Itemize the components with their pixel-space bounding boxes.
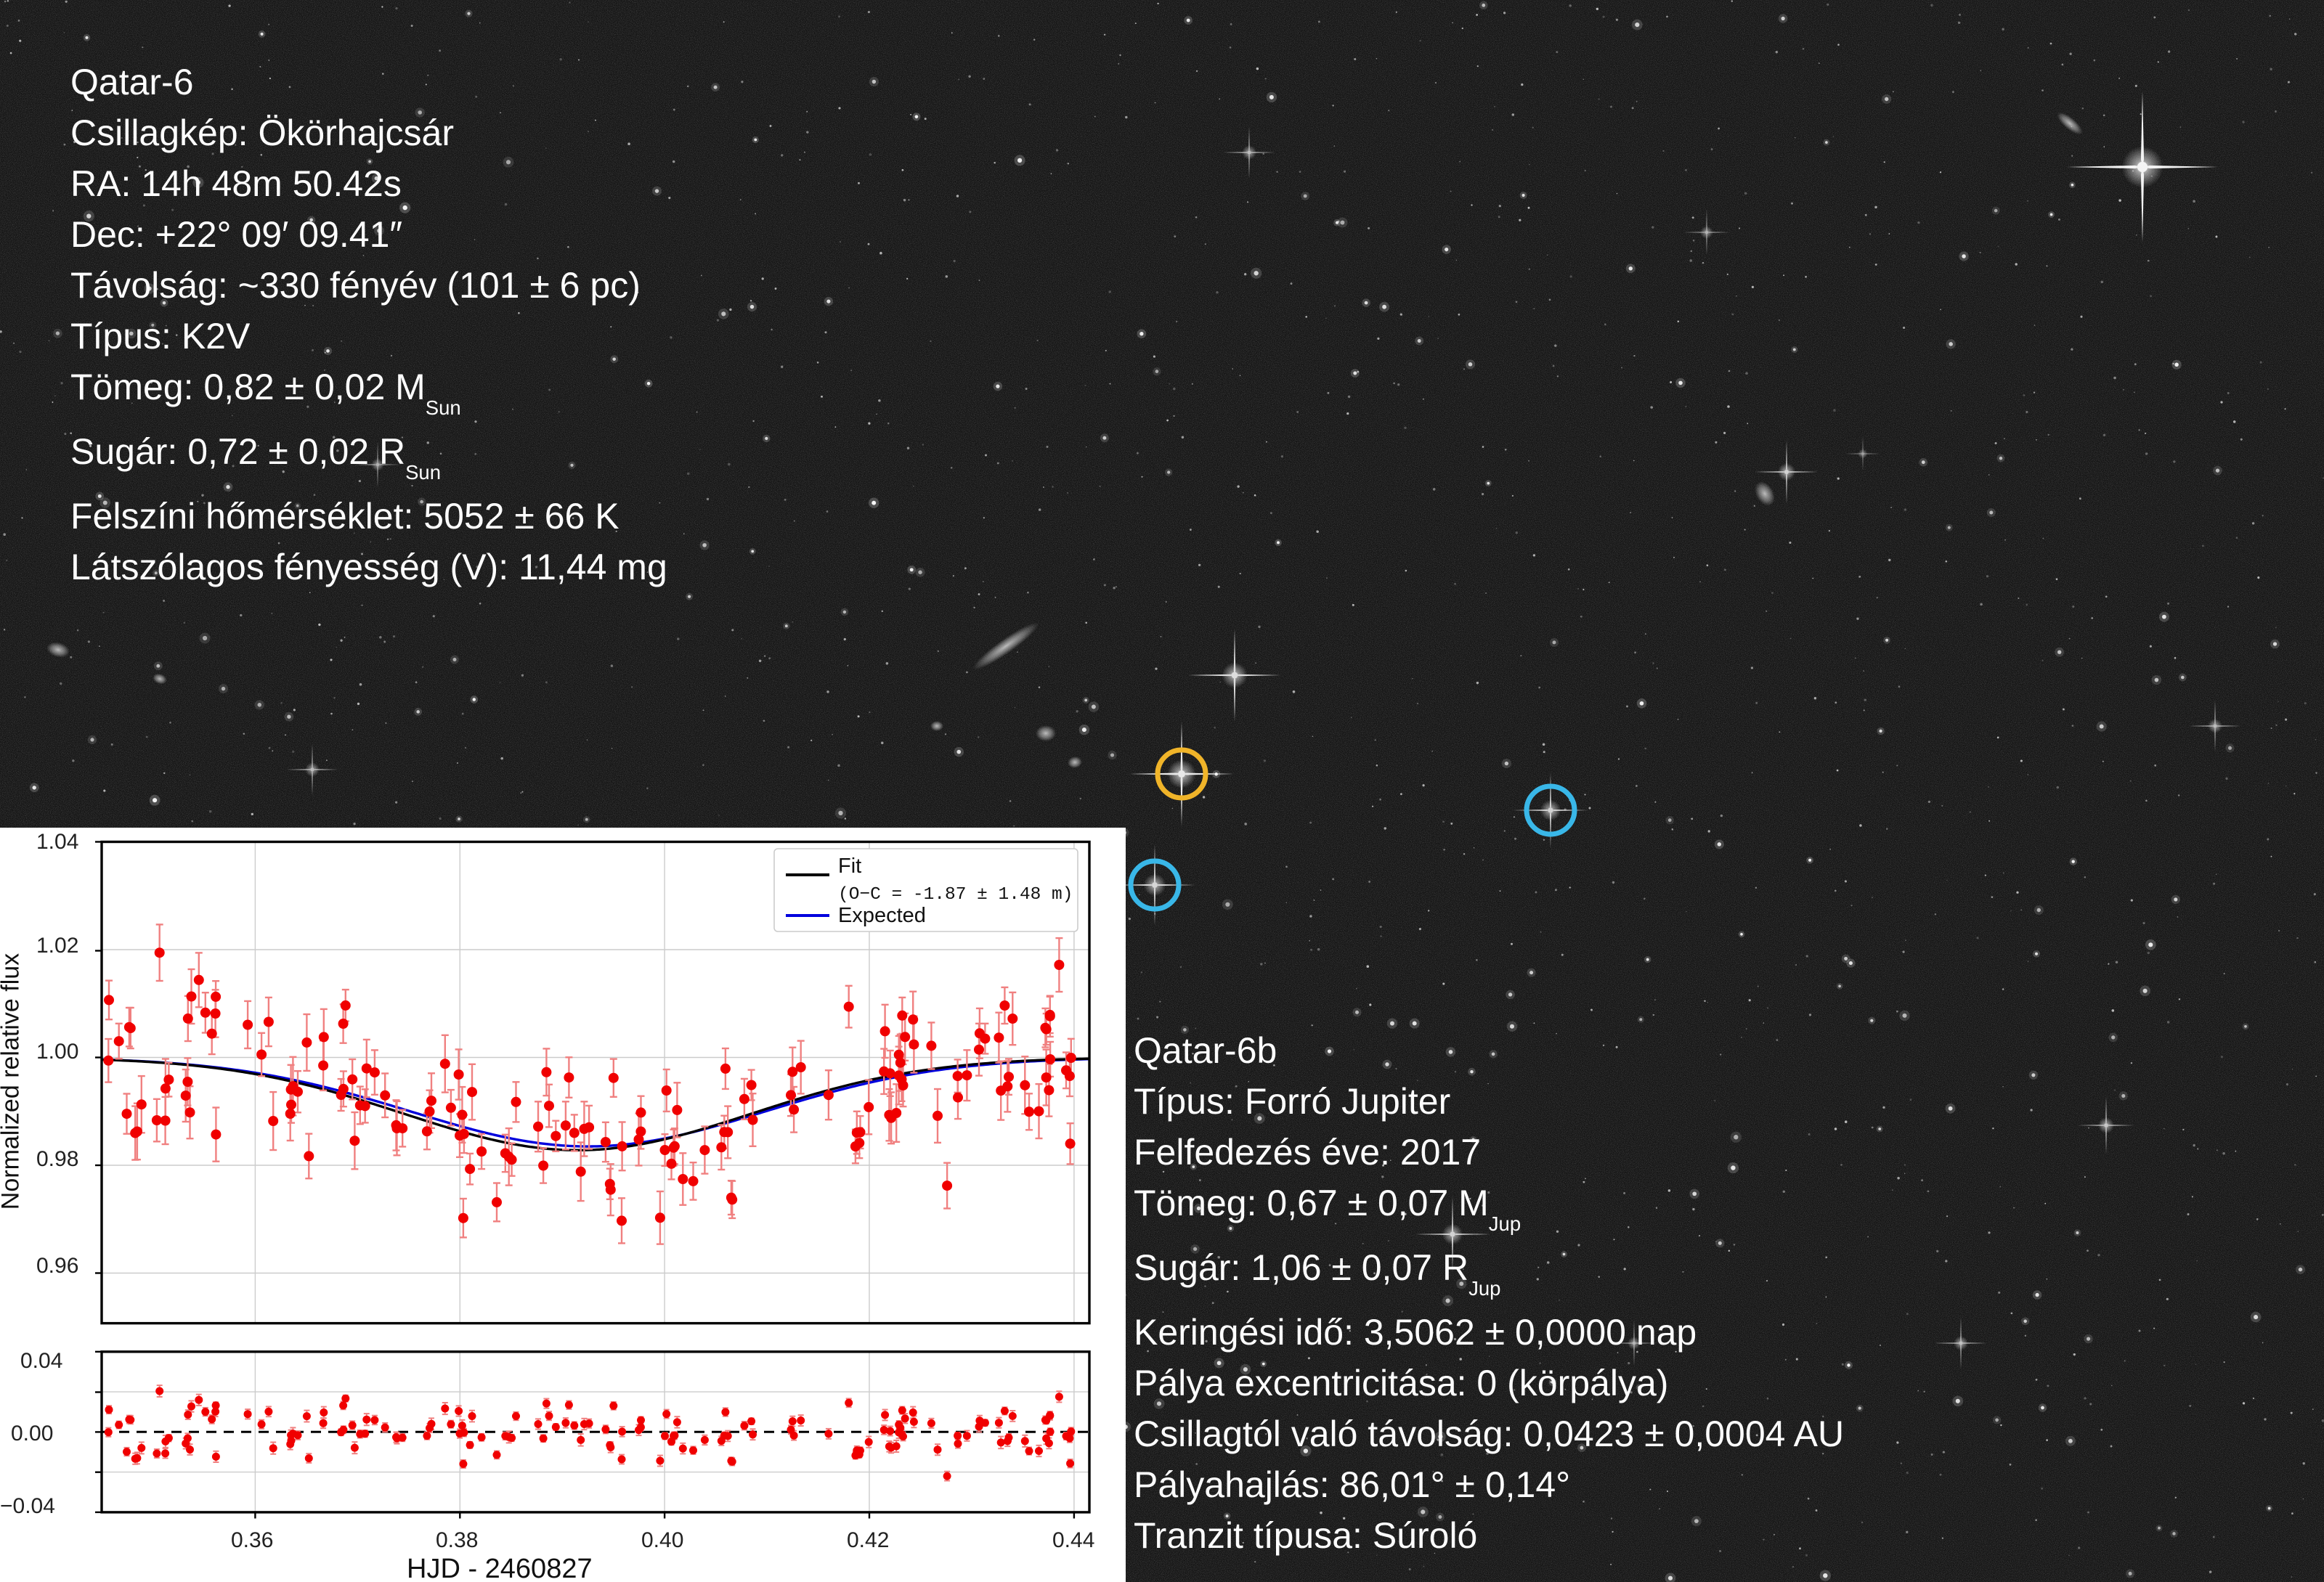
svg-text:(O−C = -1.87 ± 1.48 m): (O−C = -1.87 ± 1.48 m) [838,885,1073,905]
svg-text:Fit: Fit [838,855,861,878]
svg-text:Expected: Expected [838,904,926,927]
